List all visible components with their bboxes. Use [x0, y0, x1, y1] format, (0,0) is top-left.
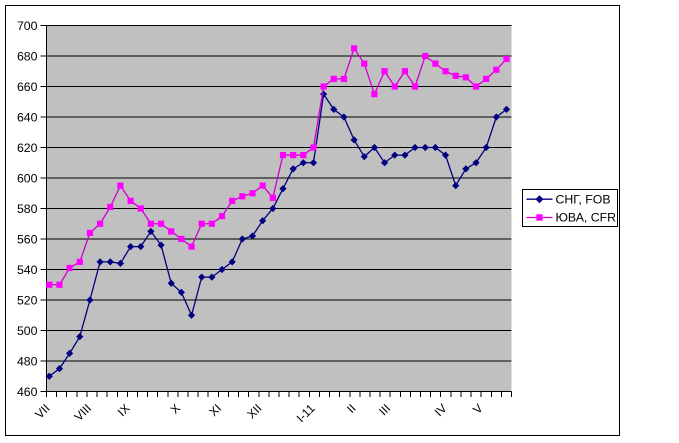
svg-text:560: 560	[17, 232, 38, 246]
svg-text:680: 680	[17, 49, 38, 63]
svg-text:620: 620	[17, 141, 38, 155]
svg-text:600: 600	[17, 171, 38, 185]
svg-text:СНГ, FOB: СНГ, FOB	[556, 192, 611, 206]
svg-text:ЮВА, CFR: ЮВА, CFR	[556, 211, 617, 225]
svg-text:500: 500	[17, 324, 38, 338]
svg-text:480: 480	[17, 354, 38, 368]
svg-text:660: 660	[17, 80, 38, 94]
svg-text:460: 460	[17, 385, 38, 399]
svg-text:520: 520	[17, 293, 38, 307]
svg-text:700: 700	[17, 19, 38, 33]
svg-text:640: 640	[17, 110, 38, 124]
svg-text:580: 580	[17, 202, 38, 216]
svg-text:540: 540	[17, 263, 38, 277]
